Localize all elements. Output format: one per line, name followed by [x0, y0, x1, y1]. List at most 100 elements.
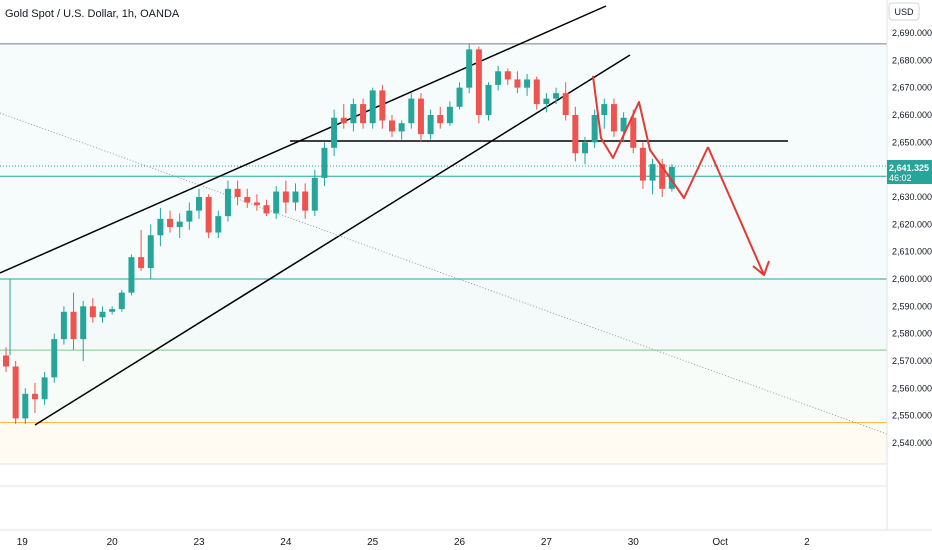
candle-body	[244, 197, 251, 203]
candle-body	[601, 104, 608, 115]
y-tick-label: 2,610.000	[892, 247, 932, 257]
y-tick-label: 2,590.000	[892, 301, 932, 311]
candle-body	[302, 191, 309, 211]
candle-body	[205, 197, 212, 233]
candle-body	[582, 142, 588, 154]
candle-body	[533, 79, 540, 105]
candle-body	[369, 90, 376, 124]
candle-body	[379, 90, 386, 121]
candle-body	[398, 123, 405, 132]
candle-body	[60, 311, 67, 340]
x-tick-label: Oct	[712, 537, 728, 548]
candle-body	[630, 117, 637, 148]
y-tick-label: 2,630.000	[892, 192, 932, 202]
x-tick-label: 20	[107, 537, 119, 548]
candle-body	[128, 257, 135, 293]
candle-body	[331, 117, 338, 148]
candle-body	[417, 98, 424, 135]
candle-body	[649, 164, 656, 181]
candle-body	[389, 120, 395, 132]
candle-body	[553, 93, 560, 99]
candle-body	[610, 104, 617, 132]
y-tick-label: 2,580.000	[892, 329, 932, 339]
last-price-label: 2,641.325 46:02	[887, 160, 932, 184]
candle-body	[572, 115, 579, 154]
candle-body	[147, 235, 154, 269]
x-tick-label: 23	[193, 537, 205, 548]
candle-body	[253, 202, 260, 206]
x-tick-label: 25	[367, 537, 379, 548]
candle-body	[456, 87, 463, 107]
y-tick-label: 2,570.000	[892, 356, 932, 366]
candle-body	[186, 210, 193, 222]
candle-body	[360, 104, 367, 124]
candle-body	[196, 197, 202, 211]
candle-body	[408, 98, 415, 124]
candle-body	[167, 218, 174, 228]
x-tick-label: 26	[454, 537, 466, 548]
candle-body	[659, 164, 666, 189]
candle-body	[89, 306, 96, 318]
candle-body	[437, 115, 444, 124]
currency-button[interactable]: USD	[888, 2, 920, 21]
candle-body	[31, 393, 38, 400]
candle-body	[668, 166, 675, 189]
candle-body	[282, 191, 289, 203]
candle-body	[109, 309, 116, 312]
candle-body	[118, 292, 125, 310]
y-axis-ticks: 2,540.000 2,550.000 2,560.000 2,570.000 2,58…	[892, 28, 932, 448]
candle-body	[340, 117, 347, 124]
x-axis-ticks: 19 20 23 24 25 26 27 30 Oct 2	[17, 537, 810, 548]
upper-channel-line	[0, 5, 607, 274]
candle-body	[215, 216, 222, 233]
x-tick-label: 19	[17, 537, 29, 548]
x-tick-label: 30	[628, 537, 640, 548]
candle-body	[311, 177, 318, 211]
y-tick-label: 2,650.000	[892, 137, 932, 147]
candle-body	[591, 115, 598, 143]
candle-body	[273, 191, 280, 214]
candle-body	[51, 339, 58, 378]
candle-body	[562, 93, 569, 115]
y-tick-label: 2,620.000	[892, 219, 932, 229]
x-tick-label: 2	[804, 537, 810, 548]
y-tick-label: 2,540.000	[892, 438, 932, 448]
candle-body	[41, 377, 48, 400]
candle-body	[80, 306, 87, 340]
candle-body	[620, 117, 627, 132]
y-tick-label: 2,560.000	[892, 383, 932, 393]
candle-body	[524, 79, 531, 88]
projection-arrow-shaft	[707, 146, 765, 276]
y-tick-label: 2,680.000	[892, 55, 932, 65]
dotted-trendline	[0, 112, 888, 435]
band-bottom	[0, 422, 887, 464]
candle-body	[138, 257, 145, 269]
candle-body	[446, 106, 453, 124]
candle-body	[475, 49, 482, 115]
y-tick-label: 2,690.000	[892, 28, 932, 38]
candle-body	[224, 188, 231, 217]
candle-body	[263, 205, 270, 214]
candle-body	[543, 98, 550, 105]
x-tick-label: 27	[541, 537, 553, 548]
band-middle	[0, 279, 887, 351]
chart-axes	[0, 0, 932, 531]
candle-body	[639, 147, 646, 181]
candle-body	[234, 188, 241, 197]
bar-countdown: 46:02	[889, 173, 912, 183]
candle-body	[321, 147, 328, 178]
projection-arrow-head	[752, 260, 770, 276]
currency-label: USD	[894, 7, 914, 17]
y-tick-label: 2,660.000	[892, 110, 932, 120]
candle-body	[514, 79, 521, 88]
candle-body	[350, 104, 357, 124]
y-tick-label: 2,550.000	[892, 411, 932, 421]
candle-body	[22, 393, 29, 419]
candle-body	[70, 311, 77, 340]
candle-body	[495, 71, 502, 85]
candle-body	[504, 71, 511, 80]
candle-body	[427, 115, 434, 135]
chart-title: Gold Spot / U.S. Dollar, 1h, OANDA	[5, 8, 180, 20]
